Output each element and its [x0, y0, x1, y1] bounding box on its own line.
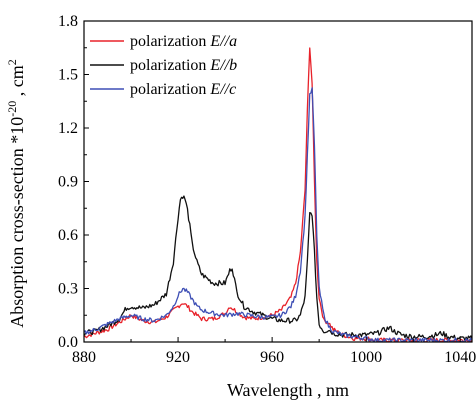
- y-axis-title-unit: , cm: [7, 65, 27, 101]
- y-tick-label: 1.8: [58, 13, 78, 30]
- y-tick-label: 0.6: [58, 227, 78, 244]
- x-tick-label: 880: [72, 349, 96, 366]
- y-axis-title-exponent: -20: [5, 101, 19, 117]
- x-tick-label: 1000: [350, 349, 382, 366]
- y-axis-title-unit-exponent: 2: [5, 59, 19, 65]
- y-tick-label: 0.3: [58, 281, 78, 298]
- x-tick-label: 1040: [444, 349, 476, 366]
- y-tick-label: 1.5: [58, 67, 78, 84]
- legend-item: polarization E//b: [90, 57, 237, 74]
- ticks-layer: 880 920 960 1000 1040 0.0 0.3 0.6 0.9 1.2 1.5 1.8: [58, 13, 476, 366]
- y-axis-title: Absorption cross-section *10-20 , cm2: [5, 59, 27, 327]
- x-tick-label: 920: [166, 349, 190, 366]
- legend-label: polarization E//a: [130, 33, 237, 50]
- legend-label: polarization E//c: [130, 81, 236, 98]
- series-line-eb: [84, 196, 472, 341]
- x-tick-label: 960: [260, 349, 284, 366]
- legend-item: polarization E//c: [90, 81, 236, 98]
- legend-label: polarization E//b: [130, 57, 237, 74]
- legend-item: polarization E//a: [90, 33, 237, 50]
- y-tick-label: 1.2: [58, 120, 78, 137]
- y-tick-label: 0.0: [58, 334, 78, 351]
- series-line-ec: [84, 88, 472, 342]
- y-axis-title-prefix: Absorption cross-section *10: [7, 117, 27, 328]
- y-tick-label: 0.9: [58, 174, 78, 191]
- legend: polarization E//a polarization E//b polari…: [90, 33, 237, 98]
- x-axis-title: Wavelength , nm: [227, 380, 349, 400]
